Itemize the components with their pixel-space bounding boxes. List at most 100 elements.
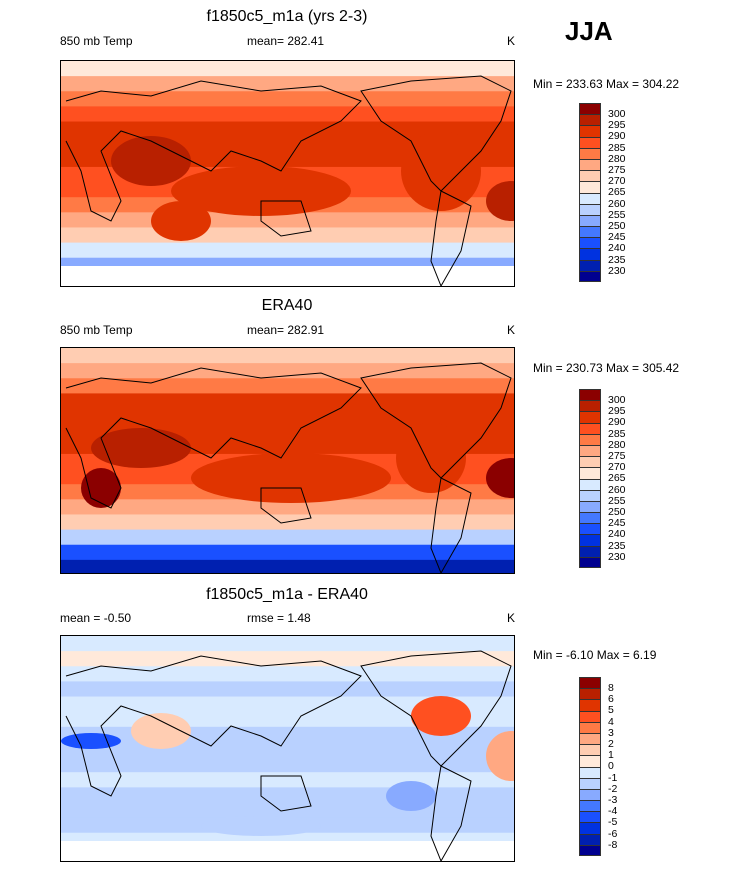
colorbar-swatch bbox=[579, 512, 601, 524]
colorbar-swatch bbox=[579, 556, 601, 568]
colorbar-swatch bbox=[579, 147, 601, 159]
contour-band bbox=[61, 408, 514, 425]
colorbar-swatch bbox=[579, 744, 601, 756]
colorbar-tick-label: -3 bbox=[608, 794, 618, 806]
panel-title: f1850c5_m1a - ERA40 bbox=[206, 586, 368, 603]
panel-left-label: 850 mb Temp bbox=[60, 34, 133, 48]
colorbar-swatch bbox=[579, 136, 601, 148]
panel-units: K bbox=[507, 611, 516, 625]
colorbar-swatch bbox=[579, 489, 601, 501]
colorbar-tick-label: 2 bbox=[608, 738, 614, 750]
contour-band bbox=[61, 741, 514, 759]
colorbar-tick-label: -1 bbox=[608, 771, 618, 784]
panel-center-label: rmse = 1.48 bbox=[247, 611, 311, 625]
colorbar-swatch bbox=[579, 833, 601, 845]
colorbar-tick-label: 240 bbox=[608, 528, 626, 541]
colorbar-swatch bbox=[579, 389, 601, 401]
colorbar-tick-label: 3 bbox=[608, 726, 614, 739]
contour-band bbox=[61, 227, 514, 244]
colorbar-swatch bbox=[579, 400, 601, 412]
colorbar-tick-label: 250 bbox=[608, 506, 626, 518]
coastline bbox=[65, 80, 362, 222]
colorbar-tick-label: 235 bbox=[608, 539, 626, 552]
colorbar-swatch bbox=[579, 237, 601, 249]
colorbar-tick-label: 1 bbox=[608, 749, 614, 762]
colorbar-swatch bbox=[579, 699, 601, 711]
colorbar-tick-label: 280 bbox=[608, 152, 626, 165]
contour-region bbox=[171, 166, 351, 216]
colorbar-tick-label: 245 bbox=[608, 231, 626, 244]
colorbar-tick-label: 230 bbox=[608, 550, 626, 563]
contour-region bbox=[401, 131, 481, 211]
colorbar-tick-label: 265 bbox=[608, 186, 626, 199]
contour-band bbox=[61, 787, 514, 804]
contour-band bbox=[61, 529, 514, 546]
panel-center-label: mean= 282.41 bbox=[247, 34, 325, 48]
colorbar-tick-label: -8 bbox=[608, 838, 618, 851]
colorbar-tick-label: 250 bbox=[608, 220, 626, 232]
contour-band bbox=[61, 106, 514, 123]
colorbar-tick-label: 245 bbox=[608, 517, 626, 530]
colorbar-swatch bbox=[579, 433, 601, 445]
panel-units: K bbox=[507, 34, 516, 48]
colorbar-swatch bbox=[579, 467, 601, 479]
colorbar-tick-label: -4 bbox=[608, 805, 618, 818]
colorbar-tick-label: 260 bbox=[608, 483, 626, 496]
colorbar-swatch bbox=[579, 710, 601, 722]
colorbar-swatch bbox=[579, 766, 601, 778]
colorbar-swatch bbox=[579, 534, 601, 546]
colorbar-swatch bbox=[579, 248, 601, 260]
colorbar-tick-label: 275 bbox=[608, 164, 626, 176]
coastline bbox=[65, 655, 362, 797]
contour-region bbox=[396, 423, 466, 493]
colorbar-swatch bbox=[579, 788, 601, 801]
contour-region bbox=[91, 428, 191, 468]
contour-band bbox=[61, 499, 514, 516]
colorbar-swatch bbox=[579, 811, 601, 823]
colorbar-tick-label: 240 bbox=[608, 242, 626, 255]
colorbar-tick-label: 290 bbox=[608, 130, 626, 143]
colorbar-swatch bbox=[579, 226, 601, 238]
contour-band bbox=[61, 393, 514, 410]
colorbar-tick-label: 6 bbox=[608, 693, 614, 706]
contour-band bbox=[61, 636, 514, 653]
contour-region bbox=[201, 816, 321, 836]
colorbar-swatch bbox=[579, 411, 601, 423]
colorbar-swatch bbox=[579, 214, 601, 227]
colorbar-tick-label: 300 bbox=[608, 108, 626, 120]
contour-band bbox=[61, 681, 514, 698]
coastline bbox=[360, 75, 512, 192]
colorbar-swatch bbox=[579, 500, 601, 513]
colorbar-tick-label: 260 bbox=[608, 197, 626, 210]
contour-band bbox=[61, 651, 514, 668]
contour-region bbox=[386, 781, 436, 811]
contour-map bbox=[60, 635, 515, 862]
contour-band bbox=[61, 76, 514, 93]
colorbar-tick-label: 285 bbox=[608, 141, 626, 154]
contour-band bbox=[61, 242, 514, 259]
colorbar-swatch bbox=[579, 523, 601, 535]
panel-left-label: 850 mb Temp bbox=[60, 323, 133, 337]
colorbar-swatch bbox=[579, 822, 601, 834]
contour-band bbox=[61, 559, 514, 573]
contour-band bbox=[61, 91, 514, 108]
colorbar-tick-label: 280 bbox=[608, 438, 626, 451]
colorbar-tick-label: 265 bbox=[608, 472, 626, 485]
colorbar-tick-label: -2 bbox=[608, 782, 618, 795]
min-max-label: Min = -6.10 Max = 6.19 bbox=[533, 648, 657, 662]
contour-region bbox=[486, 731, 514, 781]
colorbar-swatch bbox=[579, 170, 601, 182]
coastline bbox=[260, 487, 312, 524]
contour-region bbox=[111, 136, 191, 186]
colorbar bbox=[579, 389, 601, 568]
contour-band bbox=[61, 61, 514, 78]
contour-region bbox=[486, 458, 514, 498]
contour-band bbox=[61, 772, 514, 789]
colorbar-tick-label: 295 bbox=[608, 405, 626, 418]
season-label: JJA bbox=[565, 16, 613, 46]
coastline bbox=[260, 200, 312, 237]
colorbar bbox=[579, 103, 601, 282]
colorbar-swatch bbox=[579, 192, 601, 204]
colorbar-tick-label: 270 bbox=[608, 461, 626, 474]
missing-data-region bbox=[61, 266, 514, 286]
